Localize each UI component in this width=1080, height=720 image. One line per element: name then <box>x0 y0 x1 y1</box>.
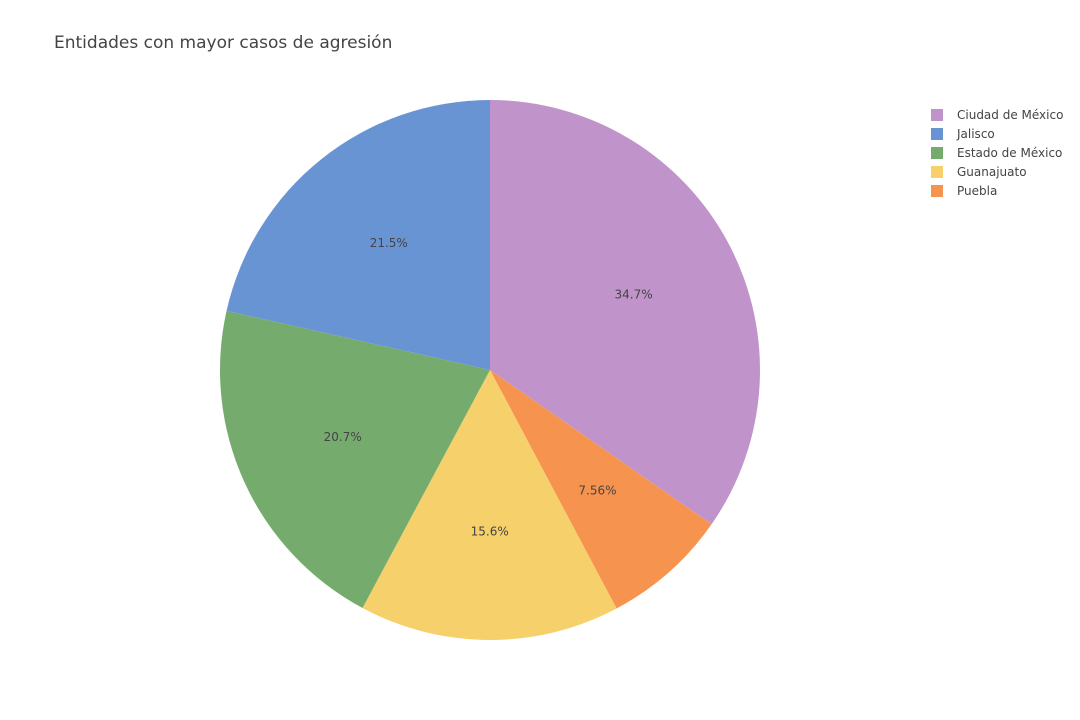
slice-label-guanajuato: 15.6% <box>471 525 509 539</box>
pie-slice-jalisco[interactable] <box>226 100 491 370</box>
pie-slice-estado-de-mexico[interactable] <box>219 310 490 609</box>
legend-item-ciudad-de-mexico[interactable]: Ciudad de México <box>931 105 1063 124</box>
pie-slices <box>219 100 761 640</box>
chart-legend: Ciudad de México Jalisco Estado de Méxic… <box>931 105 1063 200</box>
legend-swatch <box>931 127 943 140</box>
legend-item-estado-de-mexico[interactable]: Estado de México <box>931 143 1063 162</box>
slice-label-jalisco: 21.5% <box>370 236 408 250</box>
chart-title: Entidades con mayor casos de agresión <box>54 33 393 53</box>
legend-swatch <box>931 146 943 159</box>
legend-swatch <box>931 108 943 121</box>
slice-label-estado-de-mexico: 20.7% <box>324 430 362 444</box>
legend-item-jalisco[interactable]: Jalisco <box>931 124 1063 143</box>
slice-label-ciudad-de-mexico: 34.7% <box>615 288 653 302</box>
pie-labels: 34.7% 7.56% 15.6% 20.7% 21.5% <box>324 236 653 538</box>
legend-swatch <box>931 184 943 197</box>
slice-label-puebla: 7.56% <box>578 484 616 498</box>
legend-item-puebla[interactable]: Puebla <box>931 181 1063 200</box>
legend-swatch <box>931 165 943 178</box>
legend-label: Puebla <box>957 183 998 198</box>
pie-slice-ciudad-de-mexico[interactable] <box>490 100 761 525</box>
legend-label: Jalisco <box>957 126 995 141</box>
legend-item-guanajuato[interactable]: Guanajuato <box>931 162 1063 181</box>
pie-slice-puebla[interactable] <box>490 370 712 609</box>
legend-label: Ciudad de México <box>957 107 1064 122</box>
pie-slice-guanajuato[interactable] <box>362 370 617 640</box>
legend-label: Estado de México <box>957 145 1063 160</box>
legend-label: Guanajuato <box>957 164 1027 179</box>
